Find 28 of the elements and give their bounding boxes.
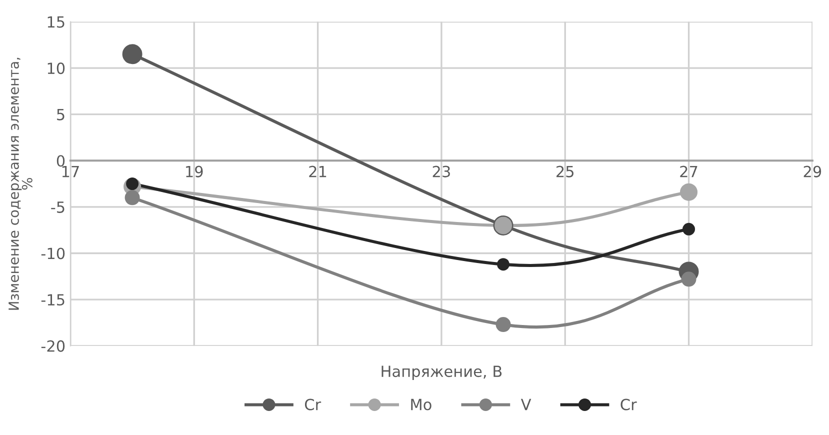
y-tick-label: -10 [41,248,65,260]
x-tick-label: 27 [680,166,698,178]
y-tick-label: 5 [57,109,64,120]
x-tick-label: 29 [804,166,822,178]
point [682,222,696,236]
legend-label: Cr [620,398,637,410]
point [496,317,511,332]
y-tick-label: 0 [56,155,65,167]
x-tick-label: 23 [432,166,450,178]
point [124,190,140,206]
y-tick-label: 10 [48,62,65,74]
y-tick-label: -20 [41,340,65,352]
point [122,44,142,64]
x-tick-label: 19 [186,166,203,178]
x-tick-label: 21 [309,166,326,178]
y-axis-title: Изменение содержания элемента, % [8,58,32,310]
y-tick-label: 15 [48,16,64,28]
x-tick-label: 25 [556,166,574,178]
point [497,258,510,271]
x-axis-title: Напряжение, В [382,366,502,380]
x-tick-label: 17 [62,166,79,178]
y-tick-label: -5 [51,202,64,213]
legend-label: Mo [411,398,432,410]
y-tick-label: -15 [41,294,64,306]
point [680,183,698,201]
point [681,272,696,287]
legend-label: Cr [304,398,322,410]
legend-label: V [520,398,532,410]
